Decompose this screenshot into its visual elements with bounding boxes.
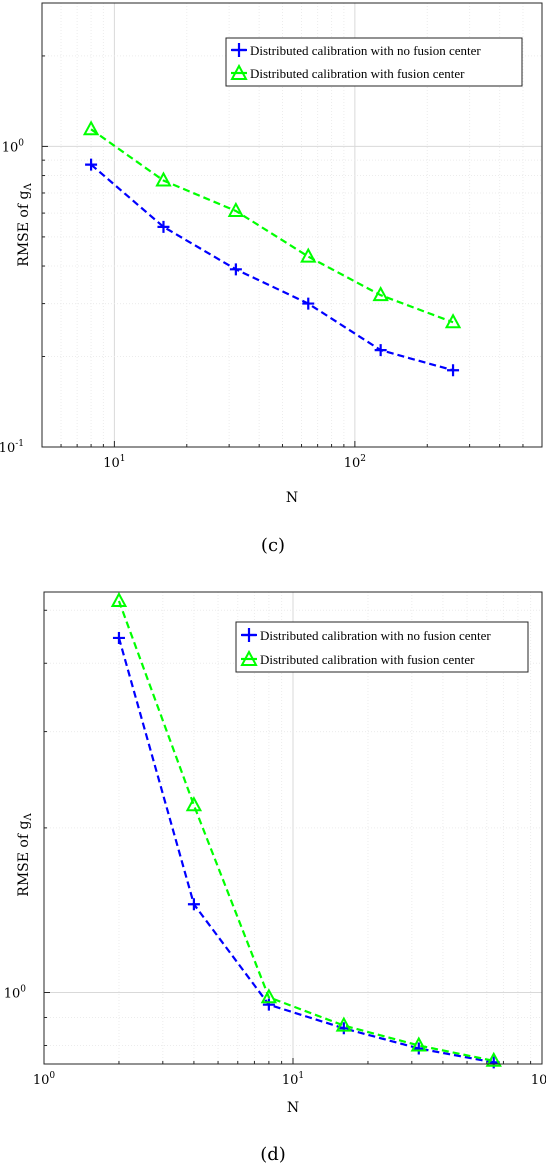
x-tick-label: 102 bbox=[531, 1071, 546, 1088]
chart-d-y-axis-label: RMSE of gΛ bbox=[16, 813, 34, 897]
x-tick-label: 102 bbox=[344, 454, 366, 471]
series-line-1 bbox=[90, 128, 454, 324]
data-point-triangle bbox=[372, 286, 389, 302]
legend-label: Distributed calibration with no fusion c… bbox=[250, 43, 481, 58]
data-point-triangle bbox=[110, 591, 128, 607]
chart-c-y-axis-label: RMSE of gΛ bbox=[16, 183, 34, 267]
plus-marker-icon bbox=[242, 628, 256, 642]
chart-d-legend: Distributed calibration with no fusion c… bbox=[235, 621, 529, 673]
triangle-marker-icon bbox=[240, 649, 258, 666]
series-line-0 bbox=[90, 163, 454, 372]
chart-c-axes-box bbox=[41, 2, 543, 448]
data-point-plus bbox=[262, 998, 275, 1011]
data-point-plus bbox=[112, 631, 125, 644]
chart-d-legend-item-0: Distributed calibration with no fusion c… bbox=[241, 628, 491, 643]
data-point-plus bbox=[374, 344, 387, 357]
data-point-triangle bbox=[300, 247, 317, 263]
chart-c-legend: Distributed calibration with no fusion c… bbox=[225, 37, 523, 87]
chart-d-legend-box bbox=[235, 621, 529, 673]
x-tick-label: 101 bbox=[282, 1071, 304, 1088]
data-point-triangle bbox=[444, 313, 462, 329]
y-tick-label: 100 bbox=[4, 984, 27, 1001]
data-point-plus bbox=[85, 158, 98, 171]
x-tick-label: 100 bbox=[33, 1071, 56, 1088]
data-point-plus bbox=[187, 898, 200, 911]
legend-label: Distributed calibration with no fusion c… bbox=[260, 628, 491, 643]
chart-c-legend-box bbox=[225, 37, 523, 87]
chart-c: 101 102 10-1 100 Distributed calibration wi… bbox=[0, 2, 543, 556]
data-point-triangle bbox=[82, 120, 100, 136]
data-point-plus bbox=[337, 1022, 350, 1035]
data-point-triangle bbox=[335, 1016, 353, 1032]
chart-c-legend-item-1: Distributed calibration with fusion cent… bbox=[230, 63, 465, 81]
chart-d-series bbox=[110, 591, 502, 1069]
data-point-triangle bbox=[260, 988, 278, 1004]
series-line-0 bbox=[117, 637, 494, 1064]
data-point-triangle bbox=[185, 796, 203, 812]
chart-c-x-axis-label: N bbox=[286, 490, 298, 506]
data-point-triangle bbox=[227, 201, 245, 217]
chart-d-caption: (d) bbox=[260, 1144, 286, 1165]
data-point-plus bbox=[447, 364, 460, 377]
y-tick-label: 100 bbox=[2, 138, 25, 155]
data-point-plus bbox=[412, 1042, 425, 1055]
legend-label: Distributed calibration with fusion cent… bbox=[250, 66, 465, 81]
data-point-plus bbox=[229, 263, 242, 276]
data-point-triangle bbox=[410, 1036, 427, 1052]
chart-d: 100 101 102 100 Distributed calibration wit… bbox=[4, 591, 546, 1165]
data-point-triangle bbox=[485, 1051, 502, 1067]
triangle-marker-icon bbox=[230, 63, 248, 80]
chart-c-caption: (c) bbox=[261, 535, 285, 556]
series-line-1 bbox=[117, 600, 494, 1062]
y-tick-label: 10-1 bbox=[0, 439, 24, 456]
chart-d-axes-box bbox=[43, 591, 543, 1065]
chart-d-x-axis-label: N bbox=[287, 1100, 299, 1116]
x-tick-label: 101 bbox=[103, 454, 125, 471]
chart-c-series bbox=[82, 120, 462, 377]
data-point-plus bbox=[157, 220, 170, 233]
plus-marker-icon bbox=[232, 43, 246, 57]
legend-label: Distributed calibration with fusion cent… bbox=[260, 652, 475, 667]
chart-d-legend-item-1: Distributed calibration with fusion cent… bbox=[240, 649, 475, 667]
data-point-triangle bbox=[155, 171, 172, 187]
data-point-plus bbox=[302, 297, 315, 310]
chart-c-legend-item-0: Distributed calibration with no fusion c… bbox=[231, 43, 481, 58]
